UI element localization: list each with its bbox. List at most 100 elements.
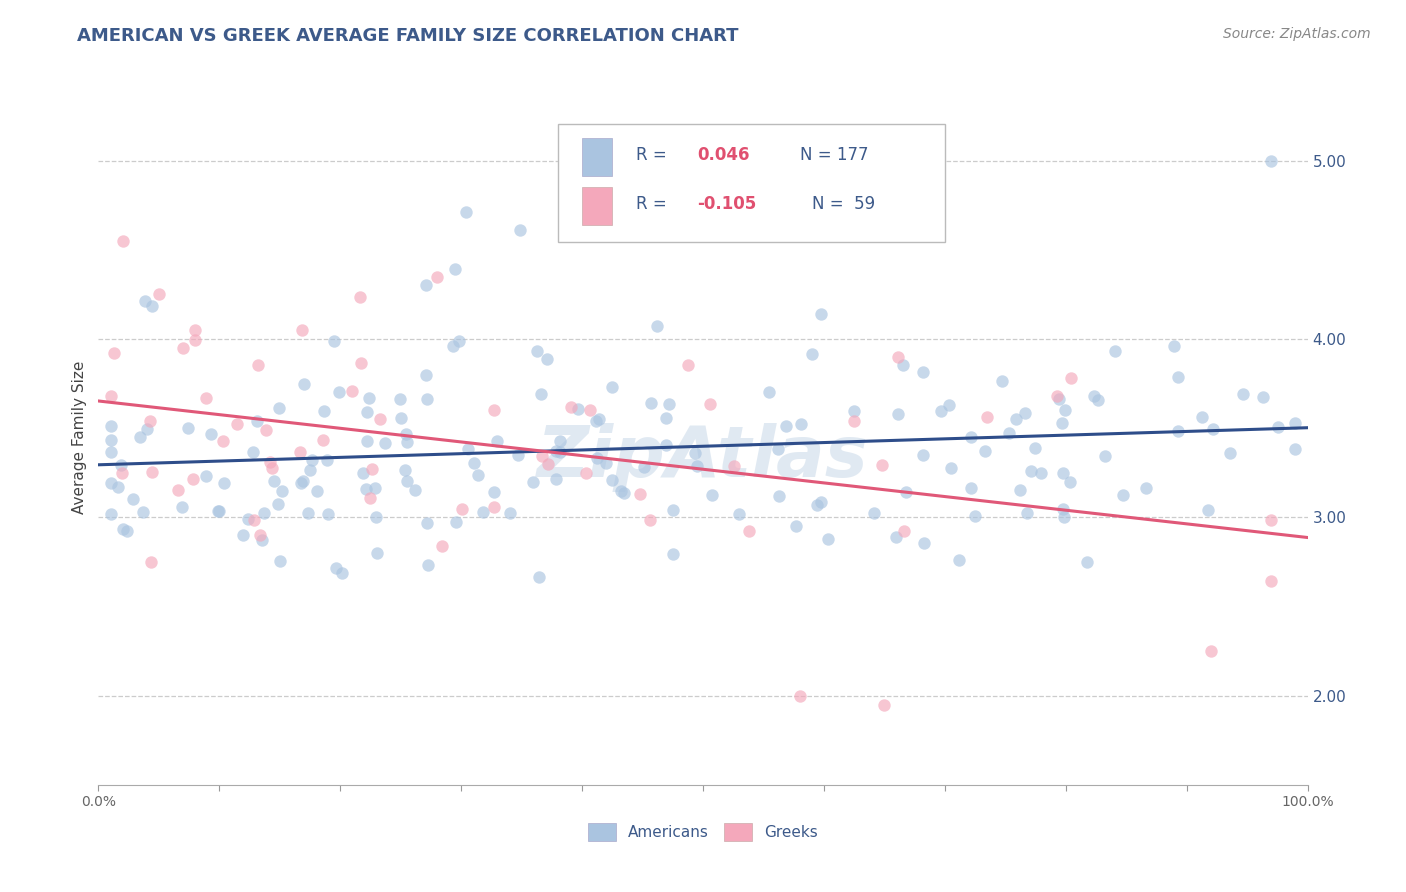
Point bbox=[893, 524, 915, 538]
Point bbox=[508, 448, 530, 462]
Point bbox=[1014, 406, 1036, 420]
Point bbox=[1284, 416, 1306, 430]
Point bbox=[482, 500, 505, 514]
Point bbox=[316, 452, 339, 467]
Point bbox=[912, 365, 935, 379]
Point bbox=[965, 509, 987, 524]
Point bbox=[352, 466, 374, 480]
Point bbox=[887, 350, 910, 364]
Point bbox=[1053, 510, 1076, 524]
Point bbox=[1047, 392, 1070, 406]
Point bbox=[586, 451, 609, 466]
Point bbox=[959, 481, 981, 495]
Point bbox=[418, 558, 440, 572]
Point bbox=[613, 486, 636, 500]
Point bbox=[181, 472, 204, 486]
Point bbox=[842, 414, 865, 428]
Point bbox=[111, 234, 134, 248]
Point bbox=[288, 445, 311, 459]
Point bbox=[1284, 442, 1306, 456]
Point bbox=[172, 500, 194, 514]
Point bbox=[359, 491, 381, 505]
Point bbox=[195, 392, 218, 406]
Point bbox=[1260, 153, 1282, 168]
Point bbox=[790, 417, 813, 432]
Point bbox=[686, 459, 709, 474]
Point bbox=[870, 458, 893, 472]
Point bbox=[238, 512, 260, 526]
Y-axis label: Average Family Size: Average Family Size bbox=[72, 360, 87, 514]
Text: R =: R = bbox=[637, 145, 672, 163]
Point bbox=[253, 507, 276, 521]
Point bbox=[349, 290, 371, 304]
Point bbox=[509, 223, 531, 237]
Point bbox=[316, 507, 339, 521]
Point bbox=[628, 487, 651, 501]
Point bbox=[243, 513, 266, 527]
Point bbox=[894, 484, 917, 499]
Point bbox=[357, 391, 380, 405]
Point bbox=[269, 401, 291, 415]
Point bbox=[249, 527, 271, 541]
Point bbox=[544, 472, 567, 486]
Point bbox=[789, 689, 811, 703]
Point bbox=[361, 461, 384, 475]
Point bbox=[1024, 441, 1046, 455]
Point bbox=[325, 561, 347, 575]
Point bbox=[841, 227, 863, 241]
Point bbox=[271, 483, 294, 498]
Point bbox=[766, 442, 789, 456]
Point bbox=[389, 411, 412, 425]
Point bbox=[948, 553, 970, 567]
Point bbox=[998, 425, 1021, 440]
Point bbox=[676, 358, 699, 372]
Point bbox=[356, 434, 378, 449]
Point bbox=[941, 460, 963, 475]
Point bbox=[290, 476, 312, 491]
Point bbox=[246, 414, 269, 428]
Point bbox=[633, 459, 655, 474]
Point bbox=[1083, 389, 1105, 403]
Point bbox=[132, 505, 155, 519]
Point bbox=[806, 498, 828, 512]
Point bbox=[111, 522, 134, 536]
Point bbox=[912, 449, 935, 463]
Text: N = 177: N = 177 bbox=[800, 145, 869, 163]
Point bbox=[1004, 411, 1026, 425]
Point bbox=[115, 524, 138, 538]
Point bbox=[544, 444, 567, 458]
Point bbox=[1135, 481, 1157, 495]
Point bbox=[250, 533, 273, 547]
Point bbox=[449, 334, 471, 348]
Text: -0.105: -0.105 bbox=[697, 195, 756, 213]
Point bbox=[654, 437, 676, 451]
Point bbox=[388, 392, 411, 406]
Point bbox=[141, 465, 163, 479]
Point bbox=[246, 358, 269, 372]
Point bbox=[485, 434, 508, 448]
Point bbox=[404, 483, 426, 498]
Point bbox=[356, 405, 378, 419]
Point bbox=[973, 444, 995, 458]
Point bbox=[522, 475, 544, 489]
Point bbox=[141, 299, 163, 313]
Point bbox=[810, 307, 832, 321]
Point bbox=[537, 458, 560, 472]
Point bbox=[600, 473, 623, 487]
Point bbox=[575, 466, 598, 480]
Point bbox=[103, 346, 125, 360]
Point bbox=[100, 508, 122, 522]
Point bbox=[658, 397, 681, 411]
Point bbox=[1054, 402, 1077, 417]
Point bbox=[891, 358, 914, 372]
Point bbox=[529, 570, 551, 584]
Point bbox=[211, 434, 233, 448]
Point bbox=[530, 387, 553, 401]
Point bbox=[801, 347, 824, 361]
Point bbox=[342, 384, 364, 398]
Point bbox=[1167, 424, 1189, 438]
Point bbox=[1060, 371, 1083, 385]
Point bbox=[1087, 392, 1109, 407]
Point bbox=[548, 445, 571, 459]
Point bbox=[350, 356, 373, 370]
